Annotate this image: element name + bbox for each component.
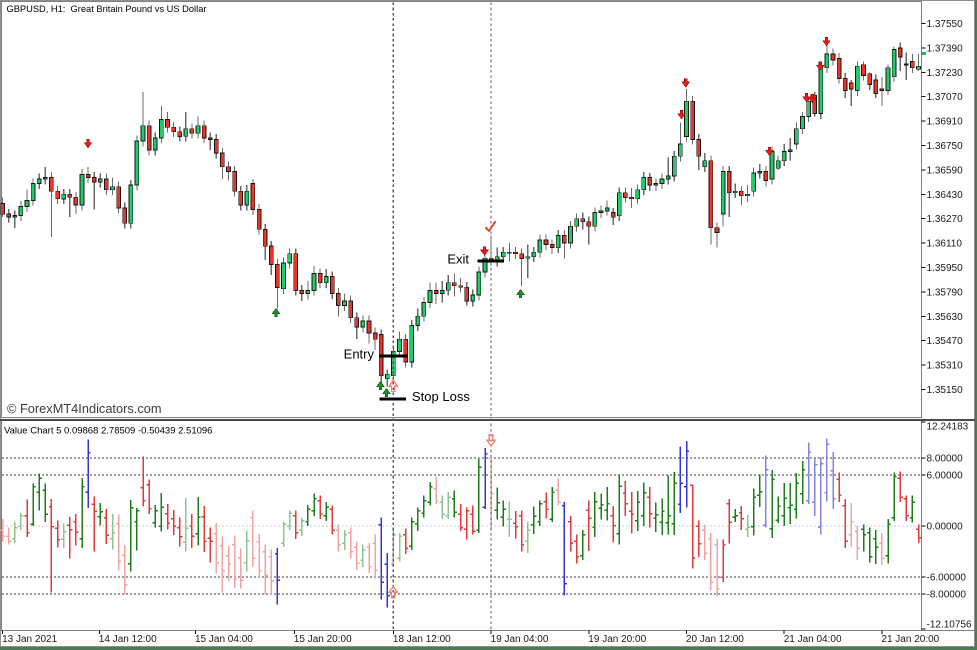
svg-text:1.36270: 1.36270 — [927, 214, 964, 225]
svg-text:19 Jan 04:00: 19 Jan 04:00 — [491, 634, 549, 645]
svg-text:1.35150: 1.35150 — [927, 385, 964, 396]
svg-text:-8.00000: -8.00000 — [927, 590, 967, 601]
svg-text:1.35630: 1.35630 — [927, 312, 964, 323]
svg-text:18 Jan 12:00: 18 Jan 12:00 — [393, 634, 451, 645]
svg-text:Stop Loss: Stop Loss — [412, 389, 470, 404]
svg-text:Entry: Entry — [344, 347, 375, 362]
svg-text:13 Jan 2021: 13 Jan 2021 — [2, 634, 57, 645]
svg-text:© ForexMT4Indicators.com: © ForexMT4Indicators.com — [7, 401, 162, 416]
svg-text:-6.00000: -6.00000 — [927, 573, 967, 584]
svg-text:15 Jan 20:00: 15 Jan 20:00 — [294, 634, 352, 645]
svg-text:1.36110: 1.36110 — [927, 239, 963, 250]
svg-text:Exit: Exit — [447, 252, 469, 267]
svg-text:1.37230: 1.37230 — [927, 68, 964, 79]
svg-text:6.00000: 6.00000 — [927, 470, 964, 481]
svg-text:1.35790: 1.35790 — [927, 287, 964, 298]
svg-text:20 Jan 12:00: 20 Jan 12:00 — [686, 634, 744, 645]
svg-text:21 Jan 04:00: 21 Jan 04:00 — [784, 634, 842, 645]
svg-text:14 Jan 12:00: 14 Jan 12:00 — [99, 634, 157, 645]
svg-text:-12.10756: -12.10756 — [927, 619, 972, 630]
svg-text:0.00000: 0.00000 — [927, 522, 964, 533]
svg-text:1.37070: 1.37070 — [927, 92, 964, 103]
svg-text:12.24183: 12.24183 — [927, 421, 969, 432]
svg-text:GBPUSD, H1: Great Britain Pou: GBPUSD, H1: Great Britain Pound vs US Do… — [7, 4, 207, 14]
svg-text:19 Jan 20:00: 19 Jan 20:00 — [588, 634, 646, 645]
svg-text:1.36590: 1.36590 — [927, 165, 964, 176]
svg-text:1.37550: 1.37550 — [927, 19, 964, 30]
svg-text:1.36750: 1.36750 — [927, 141, 964, 152]
svg-text:1.35950: 1.35950 — [927, 263, 964, 274]
svg-text:1.35310: 1.35310 — [927, 361, 964, 372]
svg-text:1.36430: 1.36430 — [927, 190, 964, 201]
svg-text:8.00000: 8.00000 — [927, 454, 964, 465]
svg-text:15 Jan 04:00: 15 Jan 04:00 — [195, 634, 253, 645]
svg-text:21 Jan 20:00: 21 Jan 20:00 — [881, 634, 939, 645]
svg-text:1.37390: 1.37390 — [927, 43, 964, 54]
svg-text:Value Chart 5 0.09868 2.78509: Value Chart 5 0.09868 2.78509 -0.50439 2… — [4, 426, 212, 437]
svg-text:1.35470: 1.35470 — [927, 336, 964, 347]
svg-text:1.36910: 1.36910 — [927, 117, 964, 128]
